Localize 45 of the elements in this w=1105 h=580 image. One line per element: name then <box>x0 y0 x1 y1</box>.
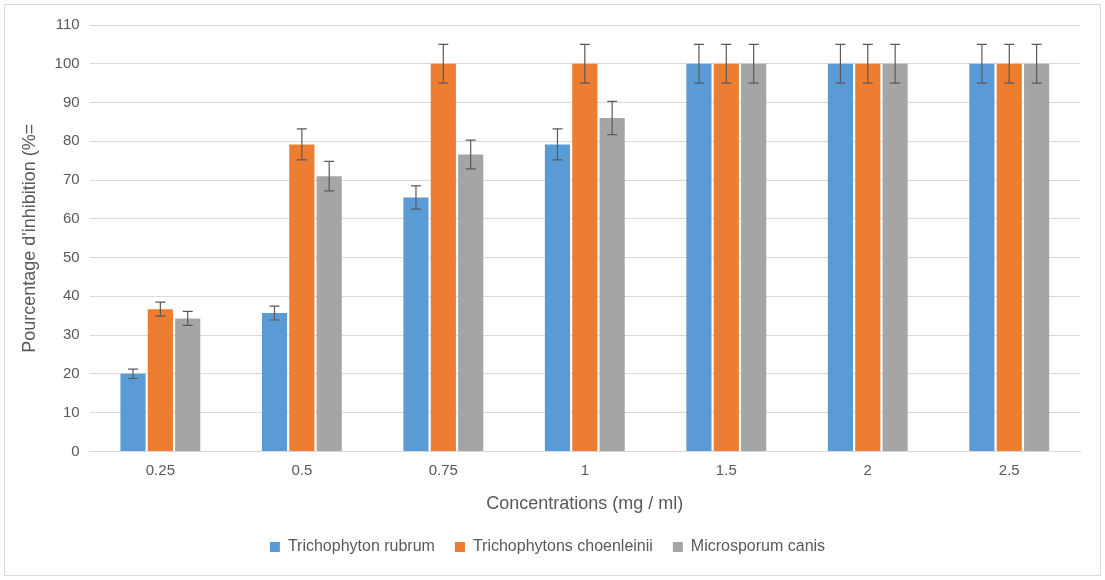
bar <box>316 176 342 451</box>
bar <box>261 313 288 451</box>
bar <box>741 63 767 451</box>
bar <box>1024 63 1050 451</box>
bar <box>882 63 908 451</box>
x-axis-title: Concentrations (mg / ml) <box>486 493 684 514</box>
bar <box>147 309 173 451</box>
y-tick-label: 20 <box>62 364 80 382</box>
legend-label: Trichophyton rubrum <box>287 537 435 555</box>
x-tick-label: 2.5 <box>998 460 1020 478</box>
y-tick-label: 80 <box>62 131 80 149</box>
bar <box>572 63 598 451</box>
bar <box>289 144 315 451</box>
y-axis-title: Pourcentage d'inhibition (%= <box>18 123 39 353</box>
x-tick-label: 0.25 <box>145 460 175 478</box>
y-tick-label: 10 <box>62 402 80 420</box>
bar <box>175 318 201 451</box>
y-tick-label: 60 <box>62 208 80 226</box>
bar <box>120 373 146 451</box>
y-tick-label: 50 <box>62 247 80 265</box>
x-tick-label: 0.75 <box>428 460 458 478</box>
y-tick-label: 90 <box>62 92 80 110</box>
x-tick-label: 0.5 <box>291 460 313 478</box>
y-tick-label: 110 <box>55 15 80 33</box>
bar <box>827 63 854 451</box>
bar <box>996 63 1022 451</box>
legend-label: Trichophytons choenleinii <box>472 537 653 555</box>
bar <box>430 63 456 451</box>
x-tick-label: 1 <box>580 460 589 478</box>
bar <box>969 63 995 451</box>
y-tick-label: 30 <box>62 325 80 343</box>
x-tick-label: 1.5 <box>715 460 737 478</box>
y-tick-label: 0 <box>71 441 80 459</box>
bar <box>599 118 625 451</box>
bar <box>855 63 881 451</box>
y-tick-label: 40 <box>62 286 80 304</box>
bar <box>544 144 571 451</box>
bar <box>458 154 484 451</box>
x-tick-label: 2 <box>863 460 872 478</box>
bar <box>713 63 739 451</box>
bar <box>686 63 712 451</box>
y-tick-label: 70 <box>62 170 80 188</box>
y-tick-label: 100 <box>54 53 80 71</box>
legend-label: Microsporum canis <box>690 537 826 555</box>
bar <box>403 197 429 451</box>
